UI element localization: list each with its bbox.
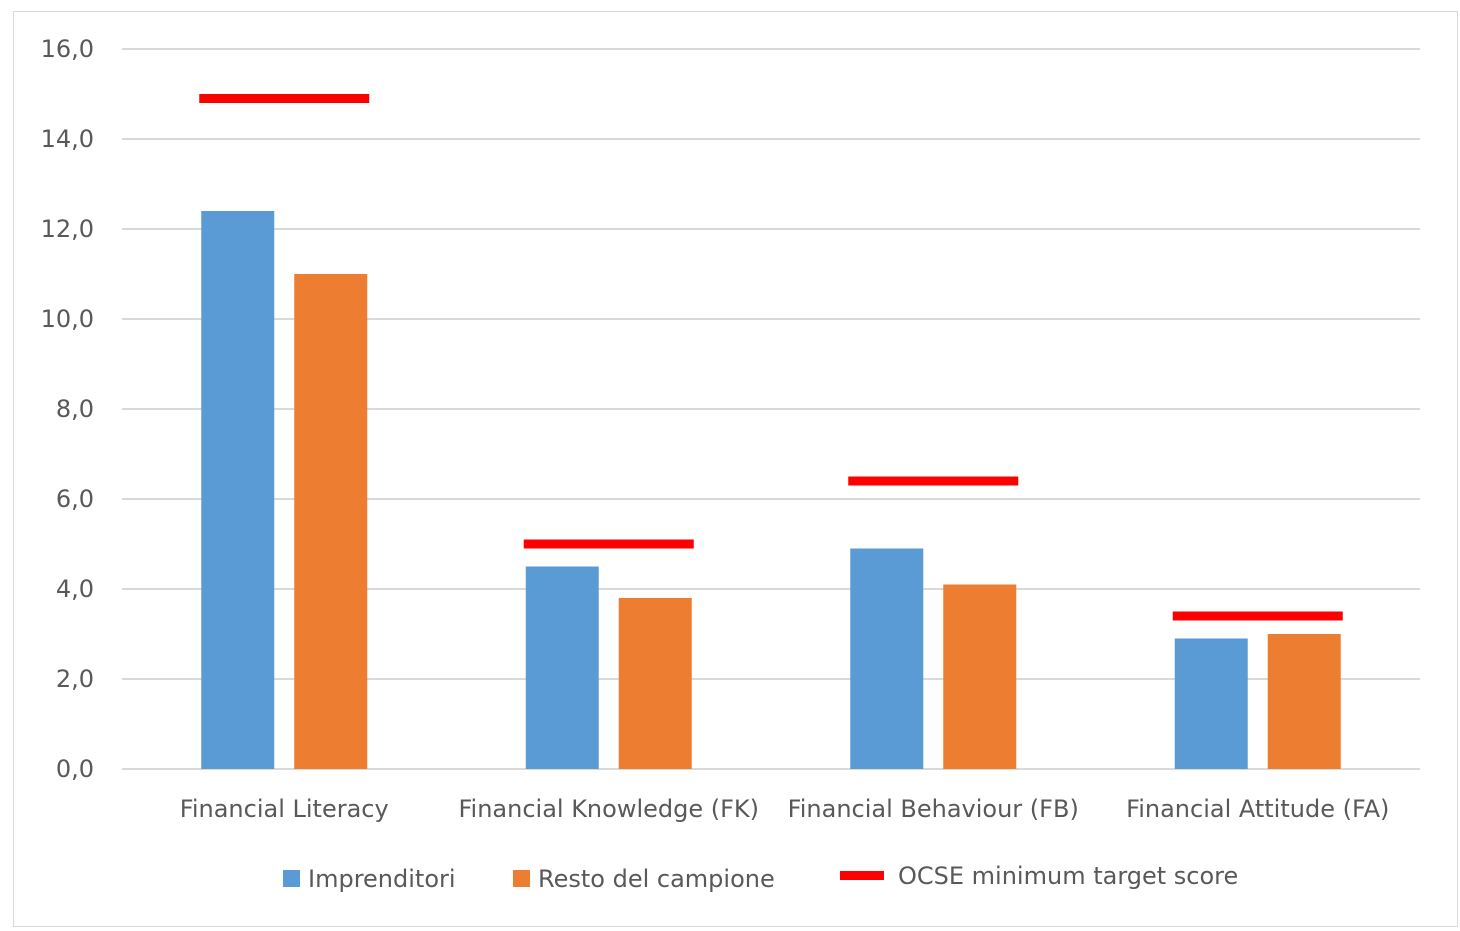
x-axis-category-labels: Financial Literacy Financial Knowledge (F… [180, 795, 1390, 823]
legend-label-1: Resto del campione [538, 865, 775, 893]
x-category-label: Financial Behaviour (FB) [788, 795, 1079, 823]
legend-label-0: Imprenditori [308, 865, 456, 893]
x-category-label: Financial Attitude (FA) [1126, 795, 1389, 823]
bar-1-3 [1267, 634, 1341, 769]
bar-0-0 [201, 211, 275, 769]
x-category-label: Financial Knowledge (FK) [458, 795, 759, 823]
y-tick-label: 4,0 [56, 575, 94, 603]
bar-0-1 [525, 566, 599, 769]
bar-0-2 [850, 548, 924, 769]
target-marker-2 [848, 476, 1019, 486]
y-tick-label: 0,0 [56, 755, 94, 783]
y-axis-tick-labels: 0,0 2,0 4,0 6,0 8,0 10,0 12,0 14,0 16,0 [41, 35, 94, 783]
y-tick-label: 8,0 [56, 395, 94, 423]
y-tick-label: 16,0 [41, 35, 94, 63]
y-tick-label: 10,0 [41, 305, 94, 333]
target-markers [199, 94, 1343, 621]
y-tick-label: 6,0 [56, 485, 94, 513]
legend-swatch-0 [283, 870, 300, 887]
target-marker-0 [199, 94, 370, 103]
y-tick-label: 12,0 [41, 215, 94, 243]
target-marker-3 [1172, 611, 1343, 621]
target-marker-1 [523, 539, 694, 549]
bar-1-1 [618, 598, 692, 769]
bar-1-2 [943, 584, 1017, 769]
bar-1-0 [294, 274, 368, 769]
legend-label-2: OCSE minimum target score [898, 862, 1238, 890]
bars [201, 211, 1341, 769]
x-category-label: Financial Literacy [180, 795, 389, 823]
legend-swatch-1 [513, 870, 530, 887]
y-tick-label: 2,0 [56, 665, 94, 693]
bar-0-3 [1174, 638, 1248, 769]
legend-swatch-2 [840, 871, 884, 880]
legend: Imprenditori Resto del campione OCSE minim… [283, 862, 1238, 893]
y-tick-label: 14,0 [41, 125, 94, 153]
